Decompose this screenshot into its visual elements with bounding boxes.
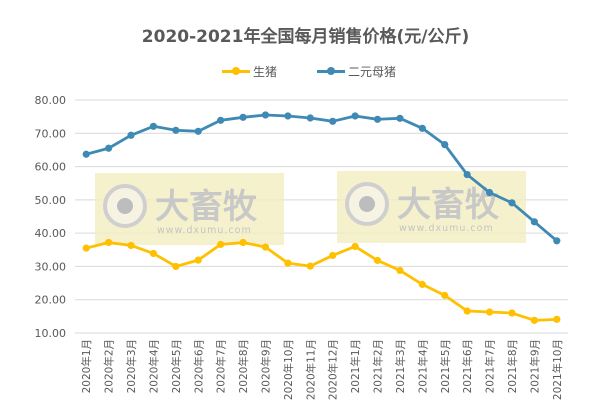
legend-label: 生猪 [253,65,278,79]
data-point [441,291,449,299]
data-point [284,259,292,267]
data-point [82,244,90,252]
data-point [194,256,202,264]
series-1 [82,111,561,245]
x-tick-label: 2020年7月 [215,339,228,393]
x-axis: 2020年1月 2020年2月 2020年3月 2020年4月 2020年5月 2020年… [80,339,564,400]
data-point [441,141,449,149]
data-point [463,307,471,315]
data-point [306,114,314,122]
data-point [284,112,292,120]
x-tick-label: 2021年2月 [372,339,385,393]
data-point [508,199,516,207]
data-point [306,262,314,270]
data-point [418,124,426,132]
watermark-brand: 大畜牧 [155,187,258,227]
data-point [530,316,538,324]
data-point [261,243,270,251]
data-point [463,170,471,179]
data-point [105,238,113,247]
y-tick-label: 20.00 [35,294,67,307]
data-point [351,242,359,251]
data-point [149,249,158,258]
data-point [485,308,494,316]
x-tick-label: 2021年6月 [461,339,474,393]
data-point [172,126,180,134]
x-tick-label: 2021年4月 [416,339,429,393]
data-point [553,315,561,323]
x-tick-label: 2020年11月 [304,339,317,400]
y-tick-label: 50.00 [35,194,67,207]
data-point [329,117,337,125]
data-point [239,113,247,121]
x-tick-label: 2021年5月 [439,339,452,393]
data-point [418,280,426,289]
data-point [239,238,247,247]
data-point [373,256,382,265]
data-point [261,111,270,119]
legend-item-sow: 二元母猪 [317,63,396,80]
data-point [82,150,90,158]
data-point [127,241,135,250]
data-point [127,131,135,139]
data-point [373,115,382,123]
chart-title: 2020-2021年全国每月销售价格(元/公斤) [141,27,470,47]
x-tick-label: 2020年12月 [327,339,340,400]
y-tick-label: 80.00 [35,94,67,107]
y-tick-label: 60.00 [35,161,67,174]
y-tick-label: 30.00 [35,260,67,273]
watermark-url: www.dxumu.com [399,223,494,234]
x-tick-label: 2020年1月 [80,339,93,393]
x-tick-label: 2021年9月 [528,339,541,393]
data-point [508,309,516,317]
x-tick-label: 2020年10月 [282,339,295,400]
data-point [105,144,113,152]
x-tick-label: 2020年3月 [125,339,138,393]
x-tick-label: 2021年7月 [484,339,497,393]
x-tick-label: 2020年5月 [170,339,183,393]
y-tick-label: 40.00 [35,227,67,240]
x-tick-label: 2021年10月 [551,339,564,400]
legend-marker-icon [222,67,250,75]
watermark-brand: 大畜牧 [397,185,500,225]
legend-marker-icon [317,67,345,75]
x-tick-label: 2021年1月 [349,339,362,393]
series-0 [82,238,561,324]
x-tick-label: 2021年8月 [506,339,519,393]
data-series [82,111,561,324]
legend: 生猪 二元母猪 [0,63,611,81]
data-point [485,188,494,197]
data-point [396,114,404,122]
data-point [194,127,202,135]
data-point [351,112,359,120]
legend-item-live-pig: 生猪 [222,63,277,80]
data-point [217,240,225,249]
y-tick-label: 10.00 [35,327,67,340]
x-tick-label: 2020年2月 [103,339,116,393]
data-point [149,122,158,130]
series-line [85,113,558,242]
data-point [396,266,404,275]
x-tick-label: 2020年9月 [259,339,272,393]
data-point [217,116,225,124]
x-tick-label: 2021年3月 [394,339,407,393]
data-point [172,262,180,271]
series-line [85,241,557,322]
y-axis: 80.00 70.00 60.00 50.00 40.00 30.00 20.00 10.00 [35,94,67,340]
data-point [530,218,538,226]
x-tick-label: 2020年6月 [192,339,205,393]
x-tick-label: 2020年4月 [147,339,160,393]
data-point [553,237,561,245]
data-point [329,251,337,260]
x-tick-label: 2020年8月 [237,339,250,393]
y-tick-label: 70.00 [35,127,67,140]
watermark-url: www.dxumu.com [157,225,252,236]
legend-label: 二元母猪 [348,65,397,79]
